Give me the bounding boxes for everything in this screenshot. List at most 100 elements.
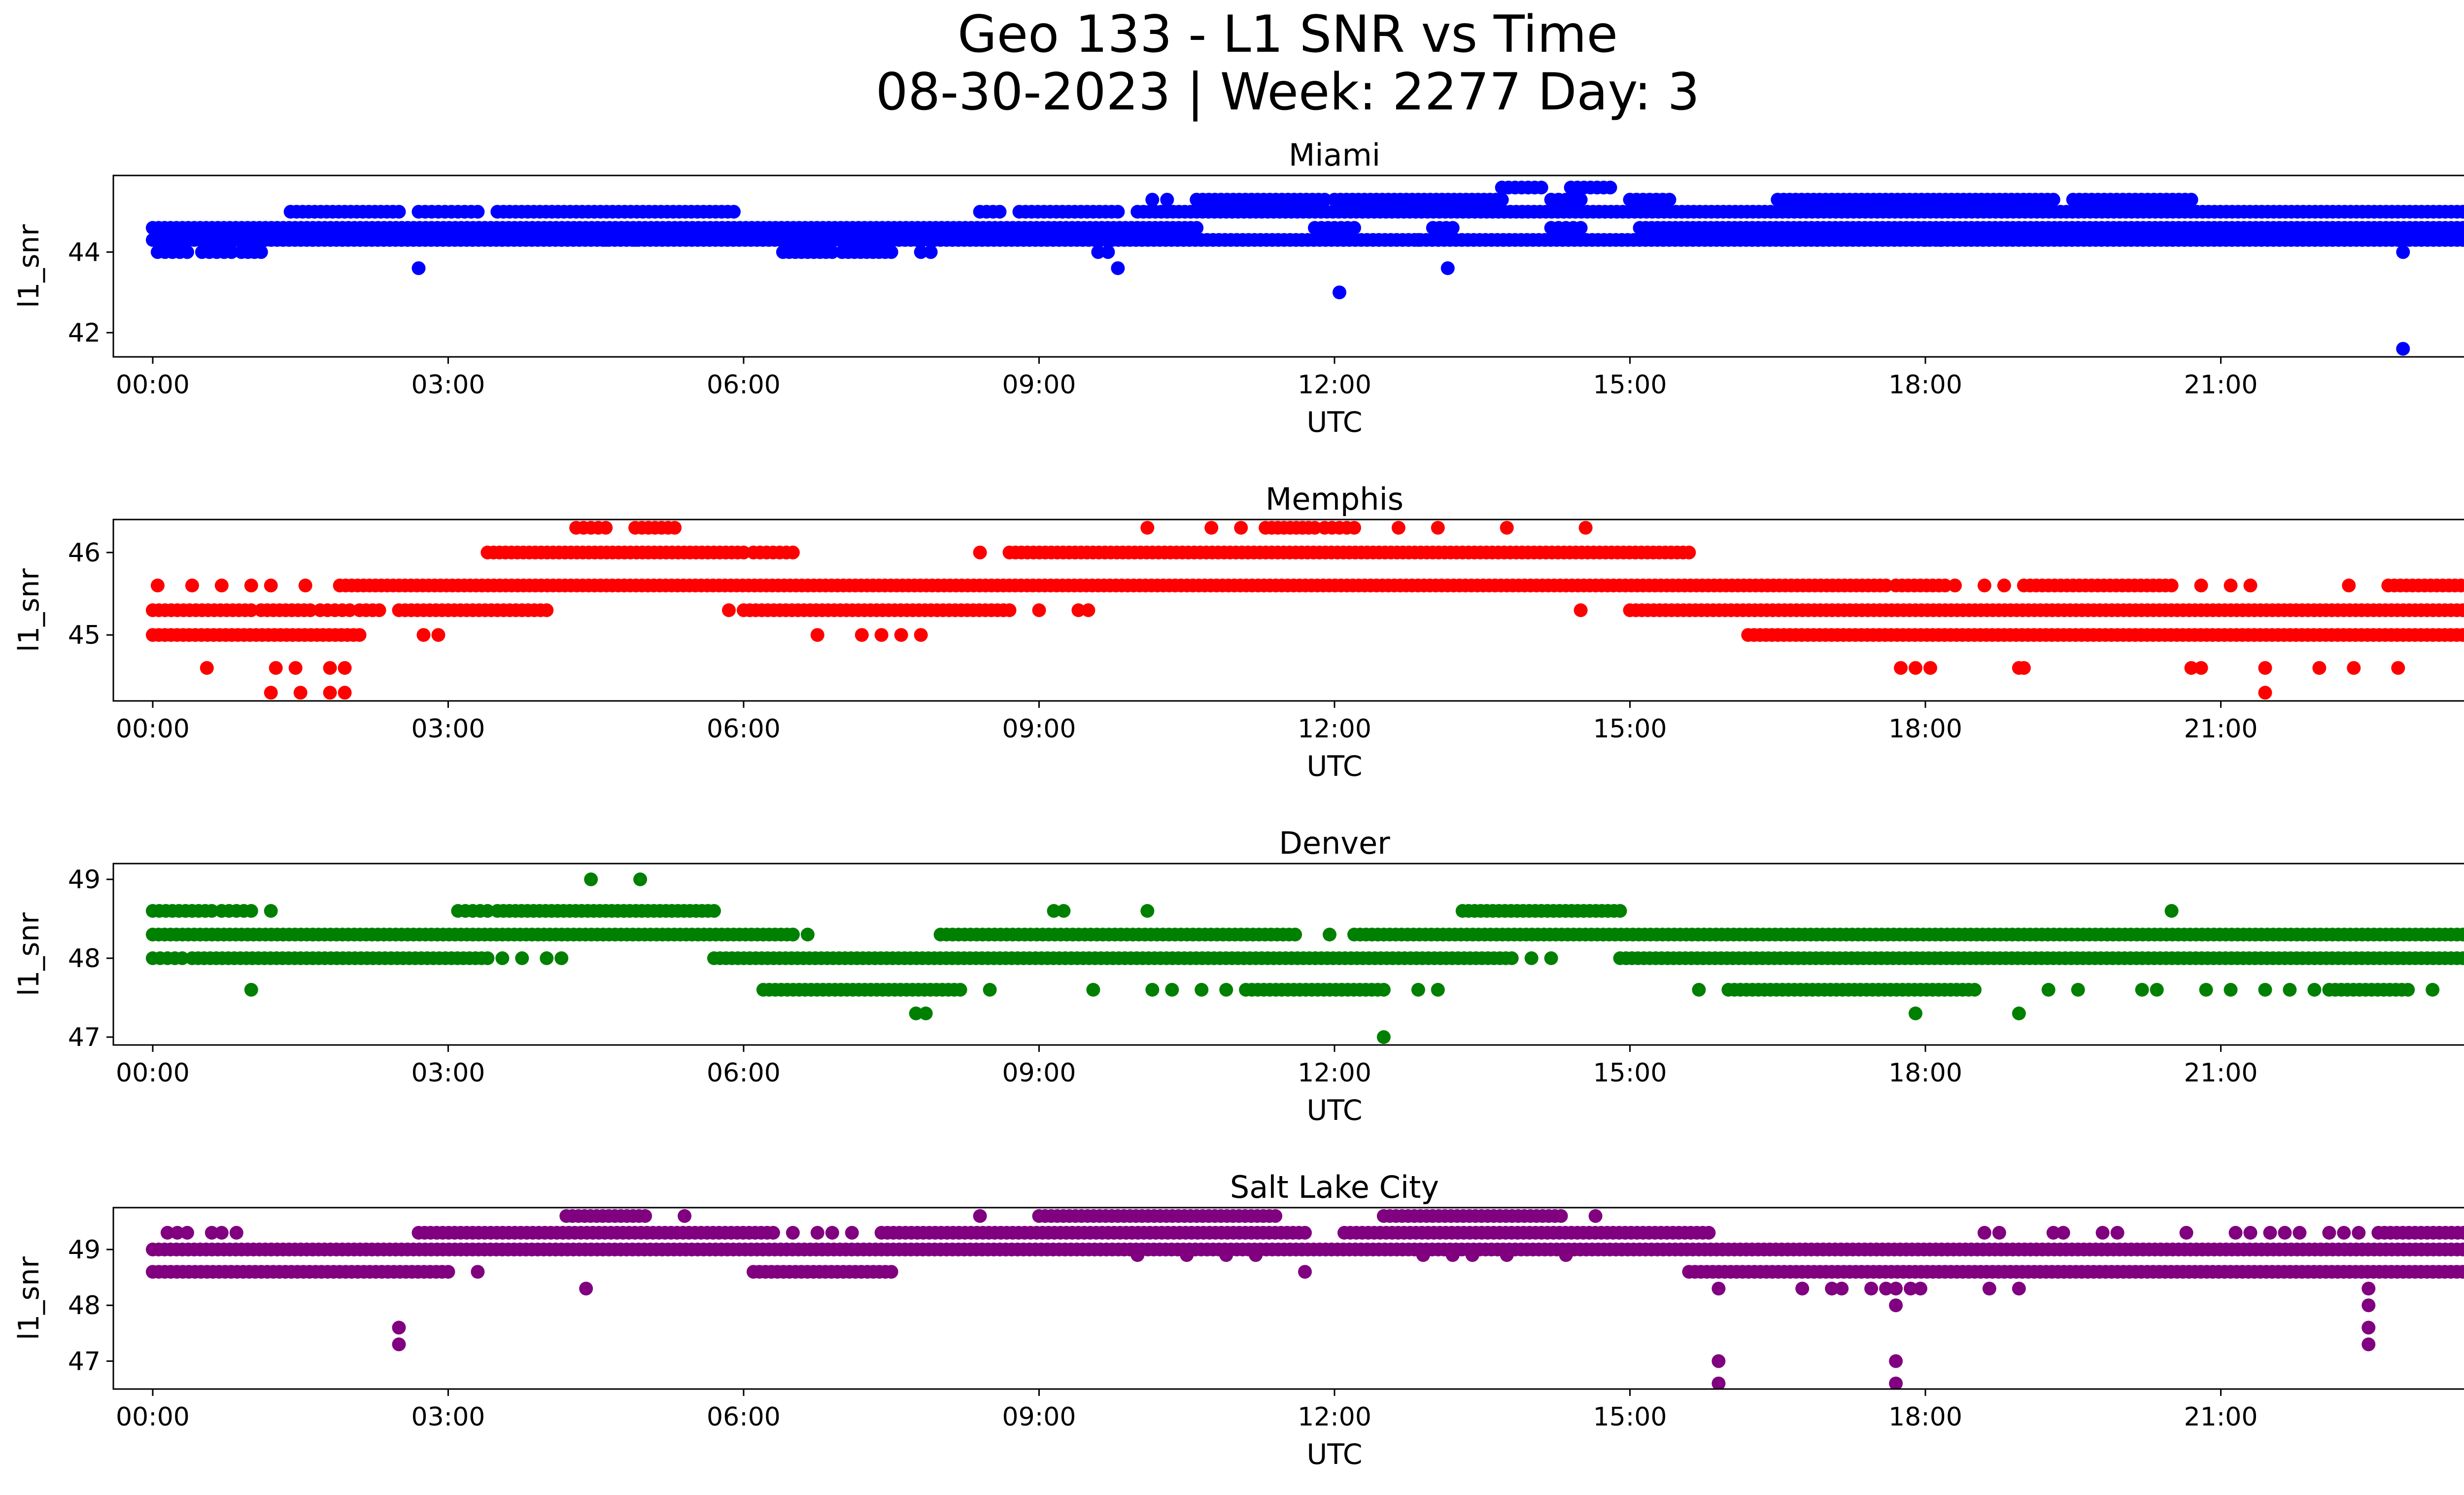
y-axis-label: l1_snr <box>13 568 45 652</box>
x-tick-label: 00:00 <box>116 1058 190 1088</box>
y-tick-label: 48 <box>68 944 101 973</box>
x-tick-label: 09:00 <box>1002 1058 1076 1088</box>
data-point <box>1894 661 1908 675</box>
data-point <box>953 983 967 997</box>
data-point <box>1933 233 1947 247</box>
data-point <box>342 603 357 617</box>
data-point <box>2462 930 2464 939</box>
subplot-salt-lake-city: Salt Lake City 00:00 03:00 06:00 09:00 12:00 1… <box>13 1169 2464 1471</box>
x-tick-label: 18:00 <box>1888 714 1962 744</box>
data-point <box>1101 245 1115 259</box>
data-point <box>992 205 1007 219</box>
data-point <box>229 1226 243 1240</box>
data-point <box>2293 1226 2307 1240</box>
data-point <box>1835 1282 1849 1296</box>
x-tick-label: 03:00 <box>411 1402 485 1432</box>
data-point <box>2184 661 2198 675</box>
data-point <box>874 628 889 642</box>
data-point <box>2396 342 2410 356</box>
data-point <box>2194 661 2208 675</box>
data-point <box>480 951 495 965</box>
data-point <box>1111 205 1125 219</box>
data-point <box>1711 1354 1726 1368</box>
data-point <box>2012 1282 2026 1296</box>
data-point <box>2263 1226 2277 1240</box>
data-point <box>1825 1282 1839 1296</box>
data-point <box>1111 261 1125 276</box>
data-point <box>2243 1226 2258 1240</box>
data-point <box>2258 983 2272 997</box>
data-point <box>1180 1248 1194 1262</box>
data-point <box>554 951 569 965</box>
data-point <box>323 661 337 675</box>
data-point <box>1968 983 1982 997</box>
subplot-miami: Miami 00:00 03:00 06:00 09:00 12:00 15:00 18:00… <box>13 137 2464 439</box>
data-point <box>1692 983 1706 997</box>
x-tick-label: 06:00 <box>707 1058 781 1088</box>
data-point <box>1445 221 1460 235</box>
x-tick-label: 15:00 <box>1593 1402 1667 1432</box>
data-point <box>737 545 751 559</box>
data-point <box>205 1226 219 1240</box>
data-point <box>2457 1226 2464 1240</box>
data-point <box>1795 1282 1810 1296</box>
data-point <box>1219 1248 1233 1262</box>
data-point <box>1948 578 1962 592</box>
y-tick-label: 49 <box>68 865 101 895</box>
data-point <box>914 245 928 259</box>
subplot-title: Salt Lake City <box>1230 1169 1439 1205</box>
data-point <box>1298 1226 1312 1240</box>
data-point <box>244 983 258 997</box>
data-point <box>2012 1007 2026 1020</box>
data-point <box>2456 628 2464 642</box>
data-point <box>150 578 165 592</box>
data-point <box>1445 1248 1460 1262</box>
x-tick-label: 12:00 <box>1298 714 1371 744</box>
x-tick-label: 18:00 <box>1888 370 1962 400</box>
data-point <box>1347 221 1361 235</box>
data-point <box>1864 1282 1879 1296</box>
data-point <box>1613 904 1627 918</box>
data-point <box>2462 223 2464 233</box>
data-point <box>2194 578 2208 592</box>
data-point <box>855 628 869 642</box>
data-point <box>224 245 239 259</box>
x-tick-label: 15:00 <box>1593 1058 1667 1088</box>
data-point <box>1682 545 1696 559</box>
data-point <box>2046 1226 2060 1240</box>
data-point <box>2462 953 2464 964</box>
data-point <box>2456 951 2464 965</box>
x-axis-label: UTC <box>1307 750 1363 783</box>
subplot-title: Miami <box>1289 137 1380 173</box>
data-point <box>298 578 312 592</box>
data-point <box>628 233 643 247</box>
data-point <box>1574 603 1588 617</box>
data-point <box>244 578 258 592</box>
data-point <box>264 578 278 592</box>
x-tick-label: 18:00 <box>1888 1058 1962 1088</box>
data-point <box>1938 578 1952 592</box>
data-point <box>1574 221 1588 235</box>
data-point <box>678 1209 692 1223</box>
data-point <box>2463 1229 2464 1237</box>
data-point <box>2391 661 2405 675</box>
x-tick-label: 09:00 <box>1002 1402 1076 1432</box>
data-point <box>1086 983 1100 997</box>
data-point <box>1411 983 1425 997</box>
data-point <box>1140 904 1155 918</box>
data-point <box>175 951 189 965</box>
x-tick-label: 15:00 <box>1593 714 1667 744</box>
data-point <box>1091 245 1105 259</box>
subplot-title: Denver <box>1279 825 1390 861</box>
data-point <box>515 951 529 965</box>
data-point <box>264 686 278 700</box>
data-point <box>786 928 800 941</box>
x-tick-label: 15:00 <box>1593 370 1667 400</box>
data-point <box>214 578 229 592</box>
x-tick-label: 12:00 <box>1298 1402 1371 1432</box>
data-point <box>1165 983 1179 997</box>
data-point <box>1288 928 1302 941</box>
data-point <box>825 245 839 259</box>
data-point <box>2456 233 2464 247</box>
